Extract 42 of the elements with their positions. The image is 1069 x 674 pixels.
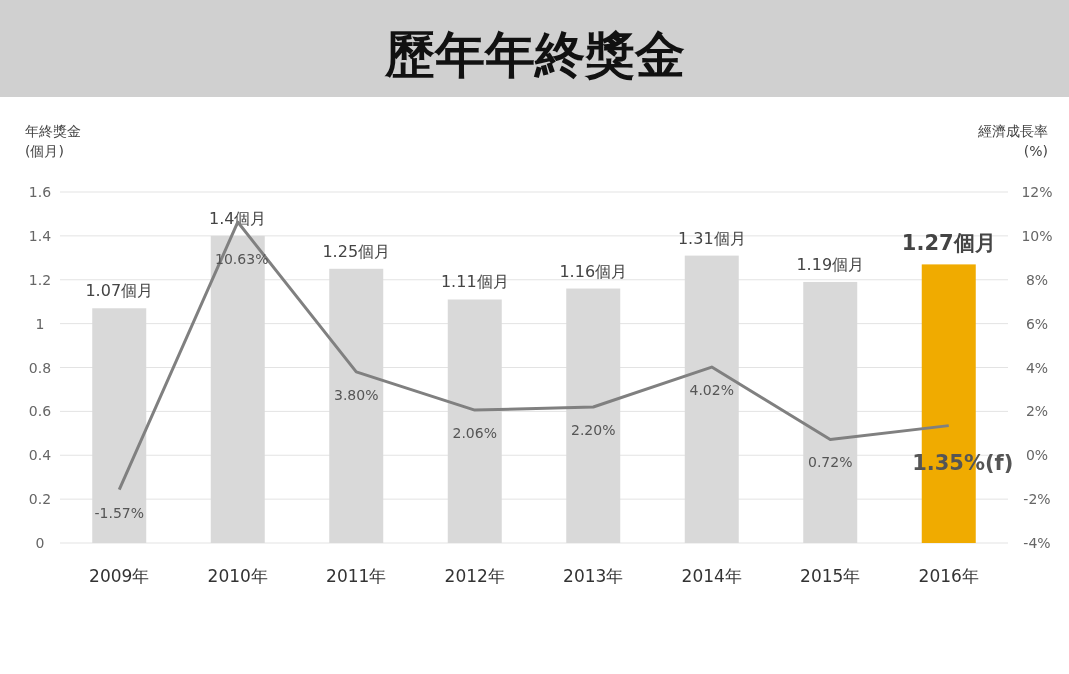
data-label: 1.07個月 xyxy=(85,281,154,301)
y2-tick-label: -4% xyxy=(1023,535,1051,551)
x-tick-label: 2011年 xyxy=(326,566,387,586)
y-tick-label: 0.6 xyxy=(28,403,52,420)
x-tick-label: 2013年 xyxy=(563,566,624,586)
data-label: 2.06% xyxy=(452,425,497,442)
x-tick-label: 2014年 xyxy=(681,566,742,586)
chart-title: 歷年年終獎金 xyxy=(383,26,685,84)
data-label: 1.16個月 xyxy=(559,261,628,281)
x-tick-label: 2016年 xyxy=(918,566,979,586)
y2-tick-label: 0% xyxy=(1025,447,1049,464)
y-axis-title: 年終獎金 (個月) xyxy=(25,123,81,159)
data-label: 1.27個月 xyxy=(901,231,996,256)
y-tick-label: 0.2 xyxy=(28,491,52,508)
data-label: 3.80% xyxy=(334,386,379,403)
y2-tick-label: 6% xyxy=(1025,315,1049,332)
y2-tick-label: 10% xyxy=(1021,227,1053,244)
x-tick-label: 2015年 xyxy=(800,566,861,586)
data-label: 1.31個月 xyxy=(677,228,746,248)
data-label: 1.25個月 xyxy=(322,241,391,261)
data-label: 1.19個月 xyxy=(796,254,865,274)
data-label: 1.11個月 xyxy=(440,272,509,292)
y-tick-label: 1.6 xyxy=(28,184,52,200)
y2-axis-title: 經濟成長率 (%) xyxy=(977,123,1048,159)
data-label: 0.72% xyxy=(808,454,853,471)
x-tick-label: 2012年 xyxy=(444,566,505,586)
y-tick-label: 0.4 xyxy=(28,447,52,464)
data-label: -1.57% xyxy=(94,504,145,521)
y-tick-label: 1.4 xyxy=(28,227,52,244)
y2-tick-label: 8% xyxy=(1025,271,1049,288)
y2-tick-label: -2% xyxy=(1023,491,1051,508)
y2-tick-label: 2% xyxy=(1025,403,1049,420)
data-label: 4.02% xyxy=(689,382,734,399)
x-tick-label: 2009年 xyxy=(89,566,150,586)
y-tick-label: 1 xyxy=(35,315,45,332)
y-tick-label: 1.2 xyxy=(28,271,52,288)
y-tick-label: 0 xyxy=(35,535,45,551)
data-label: 2.20% xyxy=(571,421,616,438)
y-tick-label: 0.8 xyxy=(28,359,52,376)
x-tick-label: 2010年 xyxy=(207,566,268,586)
y2-tick-label: 12% xyxy=(1021,184,1053,200)
y2-tick-label: 4% xyxy=(1025,359,1049,376)
